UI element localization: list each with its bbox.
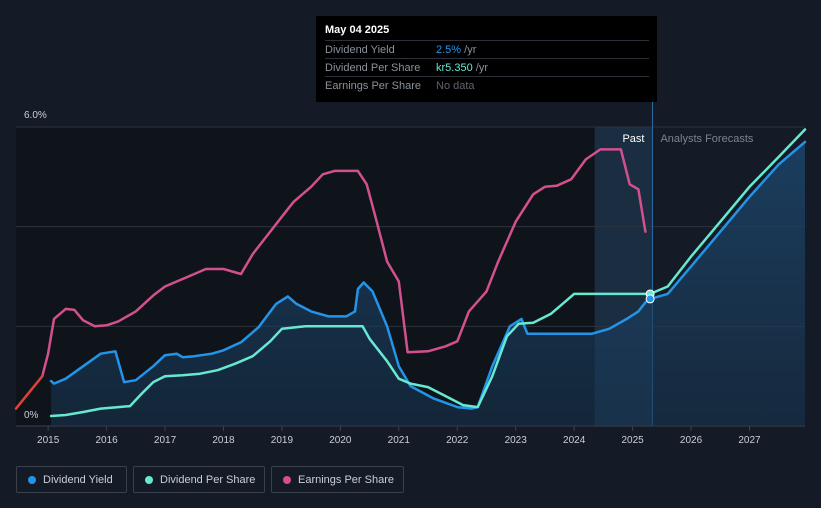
- x-tick-label: 2019: [271, 435, 294, 446]
- x-tick-label: 2015: [37, 435, 60, 446]
- tooltip-date: May 04 2025: [325, 24, 390, 36]
- y-tick-label: 6.0%: [24, 110, 47, 121]
- tooltip-label: Earnings Per Share: [325, 80, 421, 92]
- x-tick-label: 2017: [154, 435, 177, 446]
- tooltip-row-dividend-yield: Dividend Yield 2.5% /yr: [325, 40, 649, 58]
- past-label: Past: [622, 133, 644, 145]
- series-line-dividend-yield: [49, 140, 807, 410]
- legend-dividend-yield[interactable]: Dividend Yield: [16, 466, 127, 493]
- tooltip-value: kr5.350 /yr: [436, 62, 488, 74]
- tooltip-value: No data: [436, 80, 475, 92]
- series-area-dividend-yield: [51, 141, 806, 426]
- x-tick-label: 2021: [388, 435, 411, 446]
- x-tick-label: 2018: [212, 435, 235, 446]
- forecast-label: Analysts Forecasts: [660, 133, 753, 145]
- legend-dot-icon: [145, 475, 153, 484]
- series-line-earnings-per-share-early: [14, 374, 44, 410]
- legend-earnings-per-share[interactable]: Earnings Per Share: [271, 466, 404, 493]
- x-tick-label: 2016: [95, 435, 118, 446]
- legend-dot-icon: [283, 475, 291, 484]
- x-tick-label: 2026: [680, 435, 703, 446]
- x-tick-label: 2020: [329, 435, 352, 446]
- x-tick-label: 2023: [505, 435, 528, 446]
- x-tick-label: 2022: [446, 435, 469, 446]
- tooltip-row-earnings-per-share: Earnings Per Share No data: [325, 76, 649, 94]
- tooltip-label: Dividend Per Share: [325, 62, 421, 74]
- tooltip: May 04 2025 Dividend Yield 2.5% /yr Divi…: [316, 16, 657, 102]
- legend-label: Dividend Yield: [43, 473, 113, 486]
- legend-dot-icon: [28, 475, 36, 484]
- legend-dividend-per-share[interactable]: Dividend Per Share: [133, 466, 265, 493]
- data-marker: [645, 294, 655, 304]
- series-line-dividend-per-share: [49, 128, 807, 418]
- y-tick-label: 0%: [24, 410, 39, 421]
- legend-label: Earnings Per Share: [298, 473, 394, 486]
- tooltip-value: 2.5% /yr: [436, 44, 477, 56]
- x-tick-label: 2024: [563, 435, 586, 446]
- tooltip-label: Dividend Yield: [325, 44, 395, 56]
- x-tick-label: 2027: [738, 435, 761, 446]
- tooltip-row-dividend-per-share: Dividend Per Share kr5.350 /yr: [325, 58, 649, 76]
- legend-label: Dividend Per Share: [160, 473, 256, 486]
- x-tick-label: 2025: [621, 435, 644, 446]
- series-line-earnings-per-share: [41, 148, 647, 378]
